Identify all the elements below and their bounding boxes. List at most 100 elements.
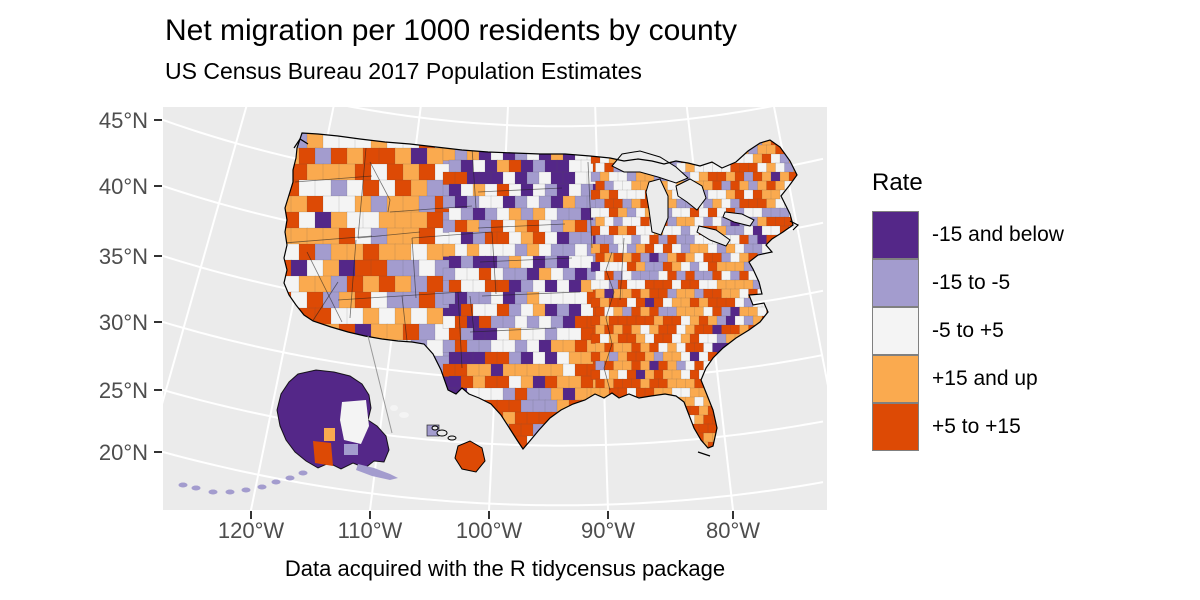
county-cell [667, 288, 678, 299]
county-cell [314, 179, 332, 197]
county-cell [780, 514, 790, 524]
county-cell [725, 171, 736, 182]
county-cell [676, 360, 687, 371]
county-cell [426, 147, 444, 165]
county-cell [526, 363, 540, 377]
county-cell [595, 378, 606, 389]
county-cell [644, 333, 655, 344]
county-cell [730, 234, 741, 245]
county-cell [418, 259, 436, 277]
county-cell [631, 198, 642, 209]
county-cell [442, 315, 456, 329]
county-cell [590, 369, 601, 380]
county-cell [538, 339, 552, 353]
county-cell [680, 243, 691, 254]
county-cell [649, 324, 660, 335]
county-cell [538, 195, 552, 209]
county-cell [532, 207, 546, 221]
county-cell [608, 315, 619, 326]
county-cell [671, 261, 682, 272]
county-cell [644, 351, 655, 362]
county-cell [590, 279, 601, 290]
county-cell [830, 361, 840, 371]
county-cell [426, 275, 444, 293]
county-cell [739, 234, 750, 245]
county-cell [613, 360, 624, 371]
county-cell [662, 297, 673, 308]
county-cell [330, 275, 348, 293]
alaska-patch [344, 444, 358, 455]
county-cell [484, 351, 498, 365]
county-cell [490, 219, 504, 233]
county-cell [346, 307, 364, 325]
county-cell [622, 216, 633, 227]
county-cell [752, 225, 763, 236]
county-cell [716, 315, 727, 326]
county-cell [508, 231, 522, 245]
county-cell [442, 267, 456, 281]
state-border [389, 205, 473, 213]
state-border [311, 281, 339, 323]
county-cell [739, 306, 750, 317]
county-cell [386, 291, 404, 309]
county-cell [484, 375, 498, 389]
county-cell [496, 279, 510, 293]
state-border [357, 231, 421, 239]
state-border [587, 161, 593, 249]
county-cell [685, 306, 696, 317]
county-cell [830, 109, 840, 119]
county-cell [685, 360, 696, 371]
county-cell [442, 243, 456, 257]
county-cell [402, 291, 420, 309]
county-cell [526, 315, 540, 329]
county-cell [514, 171, 528, 185]
county-cell [757, 216, 768, 227]
county-cell [644, 279, 655, 290]
county-cell [703, 216, 714, 227]
county-cell [454, 315, 468, 329]
county-cell [761, 189, 772, 200]
county-cell [721, 180, 732, 191]
county-cell [418, 323, 436, 341]
county-cell [484, 231, 498, 245]
state-border [337, 291, 463, 301]
county-cell [653, 333, 664, 344]
county-cell [667, 198, 678, 209]
county-cell [689, 405, 700, 416]
county-cell [568, 207, 582, 221]
county-cell [667, 342, 678, 353]
county-cell [730, 288, 741, 299]
county-cell [538, 219, 552, 233]
county-cell [712, 198, 723, 209]
county-cell [698, 423, 709, 434]
county-cell [574, 387, 588, 401]
county-cell [640, 288, 651, 299]
county-cell [508, 375, 522, 389]
county-cell [378, 243, 396, 261]
county-cell [466, 363, 480, 377]
county-cell [568, 279, 582, 293]
county-cell [636, 514, 646, 524]
legend-row: -15 and below [872, 211, 1064, 259]
county-cell [595, 216, 606, 227]
county-cell [599, 279, 610, 290]
county-cell [689, 297, 700, 308]
county-cell [520, 207, 534, 221]
county-cell [386, 323, 404, 341]
county-cell [147, 132, 164, 149]
county-cell [472, 207, 486, 221]
county-cell [532, 375, 546, 389]
county-cell [370, 163, 388, 181]
county-cell [599, 297, 610, 308]
county-cell [680, 387, 691, 398]
alaska-patch [340, 400, 369, 444]
county-cell [622, 306, 633, 317]
county-cell [508, 279, 522, 293]
county-cell [362, 211, 380, 229]
y-axis-tick-label: 30°N [99, 310, 148, 335]
county-cell [568, 327, 582, 341]
county-cell [532, 255, 546, 269]
county-cell [538, 171, 552, 185]
county-cell [448, 303, 462, 317]
lake [722, 211, 755, 227]
